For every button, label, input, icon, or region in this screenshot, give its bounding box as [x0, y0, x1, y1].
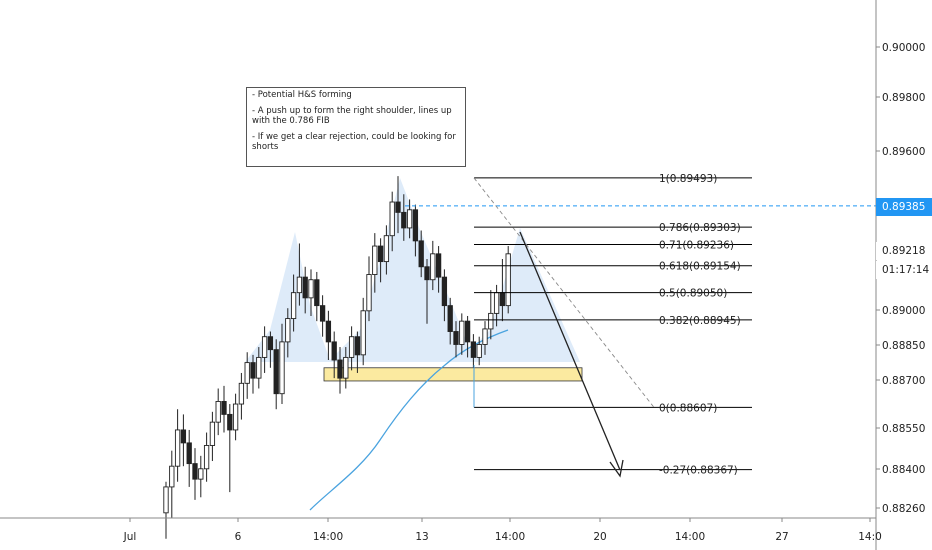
- candle: [302, 276, 308, 299]
- candle: [290, 292, 297, 320]
- fib-level-label: 0.71(0.89236): [659, 239, 734, 251]
- support-zone: [323, 367, 583, 382]
- time-tick-label: 6: [235, 531, 242, 543]
- candle: [383, 235, 390, 263]
- candle: [238, 382, 245, 405]
- candle: [354, 336, 361, 356]
- candle: [308, 279, 314, 299]
- candle: [174, 429, 181, 467]
- note-line-3: - If we get a clear rejection, could be …: [252, 132, 456, 152]
- candle: [163, 486, 169, 514]
- candle: [180, 429, 187, 444]
- candle: [482, 328, 488, 345]
- candle: [366, 274, 372, 312]
- candle: [331, 341, 337, 361]
- price-tick-label: 0.88850: [882, 340, 925, 352]
- price-tick-label: 0.89600: [882, 146, 925, 158]
- fib-level-label: 1(0.89493): [659, 173, 717, 185]
- price-tick-label: 0.89000: [882, 305, 925, 317]
- fib-level-label: -0.27(0.88367): [659, 465, 738, 477]
- last-price-tag: 0.89218: [876, 242, 932, 260]
- annotation-note: - Potential H&S forming - A push up to f…: [246, 87, 466, 167]
- candle: [273, 349, 279, 395]
- time-tick-label: 13: [415, 531, 428, 543]
- candle: [227, 413, 233, 431]
- candle: [203, 445, 210, 470]
- projection-arrow-line: [519, 231, 621, 471]
- candle: [412, 209, 419, 242]
- candle: [377, 245, 384, 263]
- candle: [319, 305, 326, 322]
- candle: [325, 320, 332, 343]
- note-line-2: - A push up to form the right shoulder, …: [252, 106, 452, 126]
- candle: [372, 245, 378, 275]
- candle: [296, 276, 303, 294]
- time-tick-label: 14:00: [313, 531, 343, 543]
- candle: [337, 359, 343, 379]
- candle: [256, 356, 262, 379]
- price-tick-label: 0.88550: [882, 423, 925, 435]
- candle: [261, 336, 268, 358]
- price-tick-label: 0.88400: [882, 464, 925, 476]
- candle: [267, 336, 274, 351]
- candle: [476, 344, 482, 358]
- candle: [285, 318, 291, 343]
- candle: [499, 292, 506, 307]
- candle: [209, 421, 216, 446]
- candle: [470, 341, 477, 358]
- time-tick-label: Jul: [123, 531, 137, 543]
- countdown-tag: 01:17:14: [876, 261, 932, 279]
- fib-level-label: 0.382(0.88945): [659, 315, 741, 327]
- fib-level-label: 0.786(0.89303): [659, 222, 741, 234]
- price-tick-label: 0.88260: [882, 503, 925, 515]
- candle: [435, 253, 442, 278]
- candle: [459, 320, 465, 345]
- price-tick-label: 0.90000: [882, 42, 925, 54]
- candle: [221, 401, 227, 415]
- candle: [430, 253, 436, 281]
- price-tick-label: 0.89800: [882, 92, 925, 104]
- candle: [488, 312, 494, 330]
- candle: [401, 211, 407, 229]
- candle: [215, 401, 221, 423]
- current-price-tag: 0.89385: [876, 198, 932, 216]
- projection-arrow-head: [609, 459, 624, 478]
- candle: [198, 468, 204, 480]
- fib-level-label: 0.5(0.89050): [659, 288, 727, 300]
- candle: [186, 442, 192, 465]
- candle: [169, 465, 175, 488]
- time-tick-label: 14:0: [858, 531, 882, 543]
- candle: [441, 276, 448, 307]
- candle: [250, 362, 256, 379]
- candle: [389, 201, 395, 237]
- candle: [418, 240, 424, 268]
- candle: [348, 336, 355, 358]
- time-tick-label: 14:00: [495, 531, 525, 543]
- price-tick-label: 0.88700: [882, 375, 925, 387]
- candle: [424, 266, 430, 281]
- note-line-1: - Potential H&S forming: [252, 90, 352, 100]
- candle: [395, 201, 401, 213]
- candle: [192, 463, 198, 480]
- time-tick-label: 27: [775, 531, 788, 543]
- candle: [406, 209, 413, 229]
- candle: [360, 310, 366, 356]
- candle: [505, 253, 511, 307]
- candle: [343, 356, 349, 379]
- candle: [232, 403, 239, 431]
- candle: [493, 292, 500, 314]
- candle: [279, 341, 285, 395]
- fib-level-label: 0(0.88607): [659, 402, 717, 414]
- fib-level-label: 0.618(0.89154): [659, 261, 741, 273]
- candle: [244, 362, 250, 384]
- time-tick-label: 20: [593, 531, 606, 543]
- time-tick-label: 14:00: [675, 531, 705, 543]
- candle: [464, 320, 471, 343]
- candle: [447, 305, 453, 332]
- candle: [314, 279, 320, 307]
- candle: [453, 331, 459, 345]
